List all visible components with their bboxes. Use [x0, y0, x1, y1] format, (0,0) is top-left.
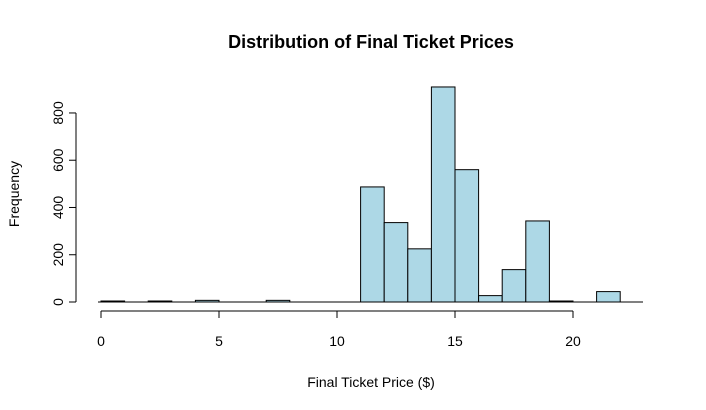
y-tick-label: 800 — [50, 101, 66, 125]
histogram-bar — [596, 291, 621, 303]
x-tick-label: 0 — [97, 333, 105, 349]
histogram-bar — [525, 220, 550, 303]
y-axis-label: Frequency — [6, 161, 22, 227]
histogram-bar — [407, 248, 432, 303]
y-tick-label: 400 — [50, 196, 66, 220]
x-axis-label: Final Ticket Price ($) — [307, 374, 435, 390]
x-axis: 0 5 10 15 20 — [97, 310, 581, 349]
x-tick-label: 20 — [565, 333, 581, 349]
bars-group — [98, 86, 643, 303]
histogram-bar — [360, 186, 385, 303]
x-tick-label: 10 — [329, 333, 345, 349]
chart-title: Distribution of Final Ticket Prices — [228, 32, 514, 52]
histogram-bar — [430, 86, 456, 303]
y-tick-label: 200 — [50, 243, 66, 267]
histogram-bar — [454, 169, 480, 303]
histogram-bar — [478, 295, 503, 303]
histogram-bar — [501, 269, 527, 303]
histogram-bar — [383, 222, 409, 303]
x-tick-label: 15 — [447, 333, 463, 349]
y-axis: 0 200 400 600 800 — [50, 101, 77, 306]
y-tick-label: 0 — [50, 298, 66, 306]
x-tick-label: 5 — [215, 333, 223, 349]
y-tick-label: 600 — [50, 148, 66, 172]
